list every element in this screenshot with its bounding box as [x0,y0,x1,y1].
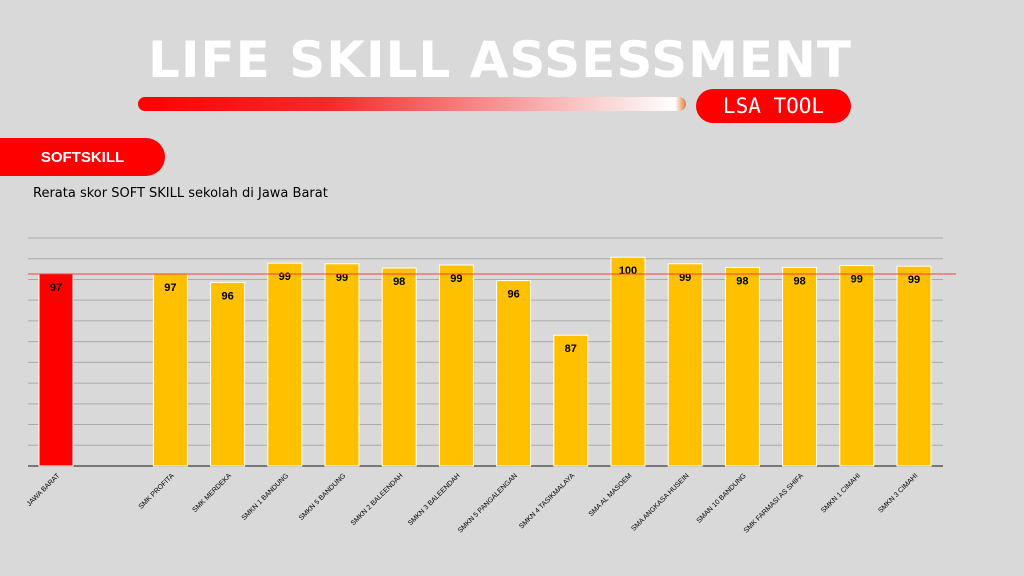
data-label: 99 [336,272,348,284]
data-label: 87 [565,343,577,355]
x-tick-label: SMKN 5 PANGALENGAN [457,472,519,534]
x-tick-label: JAWA BARAT [26,472,62,508]
chart-subtitle: Rerata skor SOFT SKILL sekolah di Jawa B… [33,186,328,201]
chart-bars [38,256,932,467]
chart-x-tick-labels: JAWA BARAT SMK PROFITA SMK MERDEKA SMKN 1 B… [26,472,920,535]
data-label: 99 [908,274,920,286]
bar-smkn-1-bandung [267,262,303,467]
bar-smkn-5-bandung [324,263,360,467]
bar-smkn-4-tasikmalaya [553,334,589,467]
bar-smkn-1-cimahi [839,265,875,467]
data-label: 98 [793,275,805,287]
x-tick-label: SMAN 10 BANDUNG [696,472,748,524]
bar-smkn-2-baleendah [381,267,417,467]
data-label: 96 [507,289,519,301]
x-tick-label: SMA ANGKASA HUSEIN [630,472,690,532]
data-label: 99 [851,274,863,286]
x-tick-label: SMKN 2 BALEENDAH [350,472,405,527]
bar-sma-angkasa-husein [667,263,703,467]
x-tick-label: SMK MERDEKA [191,472,233,514]
bar-smk-farmasi-as-shifa [782,266,818,467]
lsa-tool-badge: LSA TOOL [696,89,851,123]
data-label: 97 [164,282,176,294]
title-underline-bar [138,97,686,111]
bar-sman-10-bandung [724,266,760,467]
data-label: 98 [736,275,748,287]
data-label: 100 [619,265,637,277]
chart-data-labels: 97 97 96 99 99 98 99 96 87 100 99 98 98 99 99 [28,265,956,355]
data-label: 97 [50,282,62,294]
x-tick-label: SMA AL MASOEM [588,472,634,518]
page-title: LIFE SKILL ASSESSMENT [148,31,852,89]
bar-sma-al-masoem [610,256,646,467]
data-label: 99 [279,271,291,283]
x-tick-label: SMK PROFITA [138,472,176,510]
x-tick-label: SMKN 1 BANDUNG [241,472,291,522]
bar-smk-profita [152,273,188,467]
bar-smkn-5-pangalengan [496,280,532,467]
x-tick-label: SMKN 4 TASIKMALAYA [518,472,576,530]
x-tick-label: SMKN 5 BANDUNG [298,472,348,522]
bar-jawa-barat [38,273,74,467]
x-tick-label: SMKN 1 CIMAHI [820,472,862,514]
x-tick-label: SMK FARMASI AS SHIFA [743,472,805,534]
data-label: 99 [679,272,691,284]
bar-smk-merdeka [210,281,246,467]
x-tick-label: SMKN 3 CIMAHI [877,472,919,514]
data-label: 98 [393,276,405,288]
bar-smkn-3-baleendah [438,264,474,467]
data-label: 96 [221,290,233,302]
x-tick-label: SMKN 3 BALEENDAH [407,472,462,527]
data-label: 99 [450,273,462,285]
section-label-softskill: SOFTSKILL [0,138,165,176]
bar-smkn-3-cimahi [896,265,932,467]
